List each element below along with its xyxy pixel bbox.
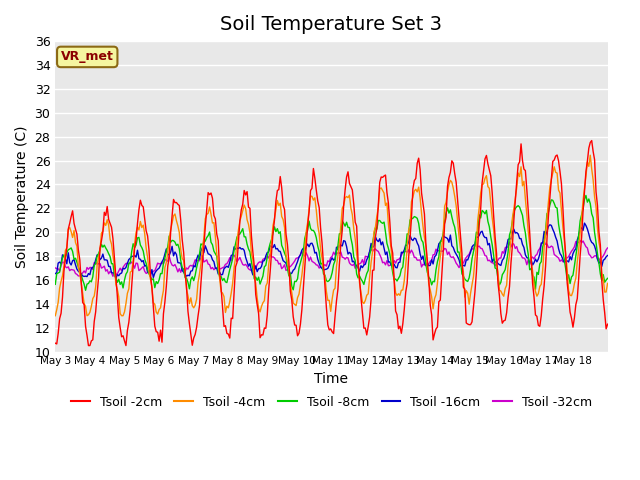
X-axis label: Time: Time (314, 372, 348, 386)
Text: VR_met: VR_met (61, 50, 114, 63)
Y-axis label: Soil Temperature (C): Soil Temperature (C) (15, 125, 29, 267)
Legend: Tsoil -2cm, Tsoil -4cm, Tsoil -8cm, Tsoil -16cm, Tsoil -32cm: Tsoil -2cm, Tsoil -4cm, Tsoil -8cm, Tsoi… (66, 391, 597, 414)
Title: Soil Temperature Set 3: Soil Temperature Set 3 (220, 15, 442, 34)
